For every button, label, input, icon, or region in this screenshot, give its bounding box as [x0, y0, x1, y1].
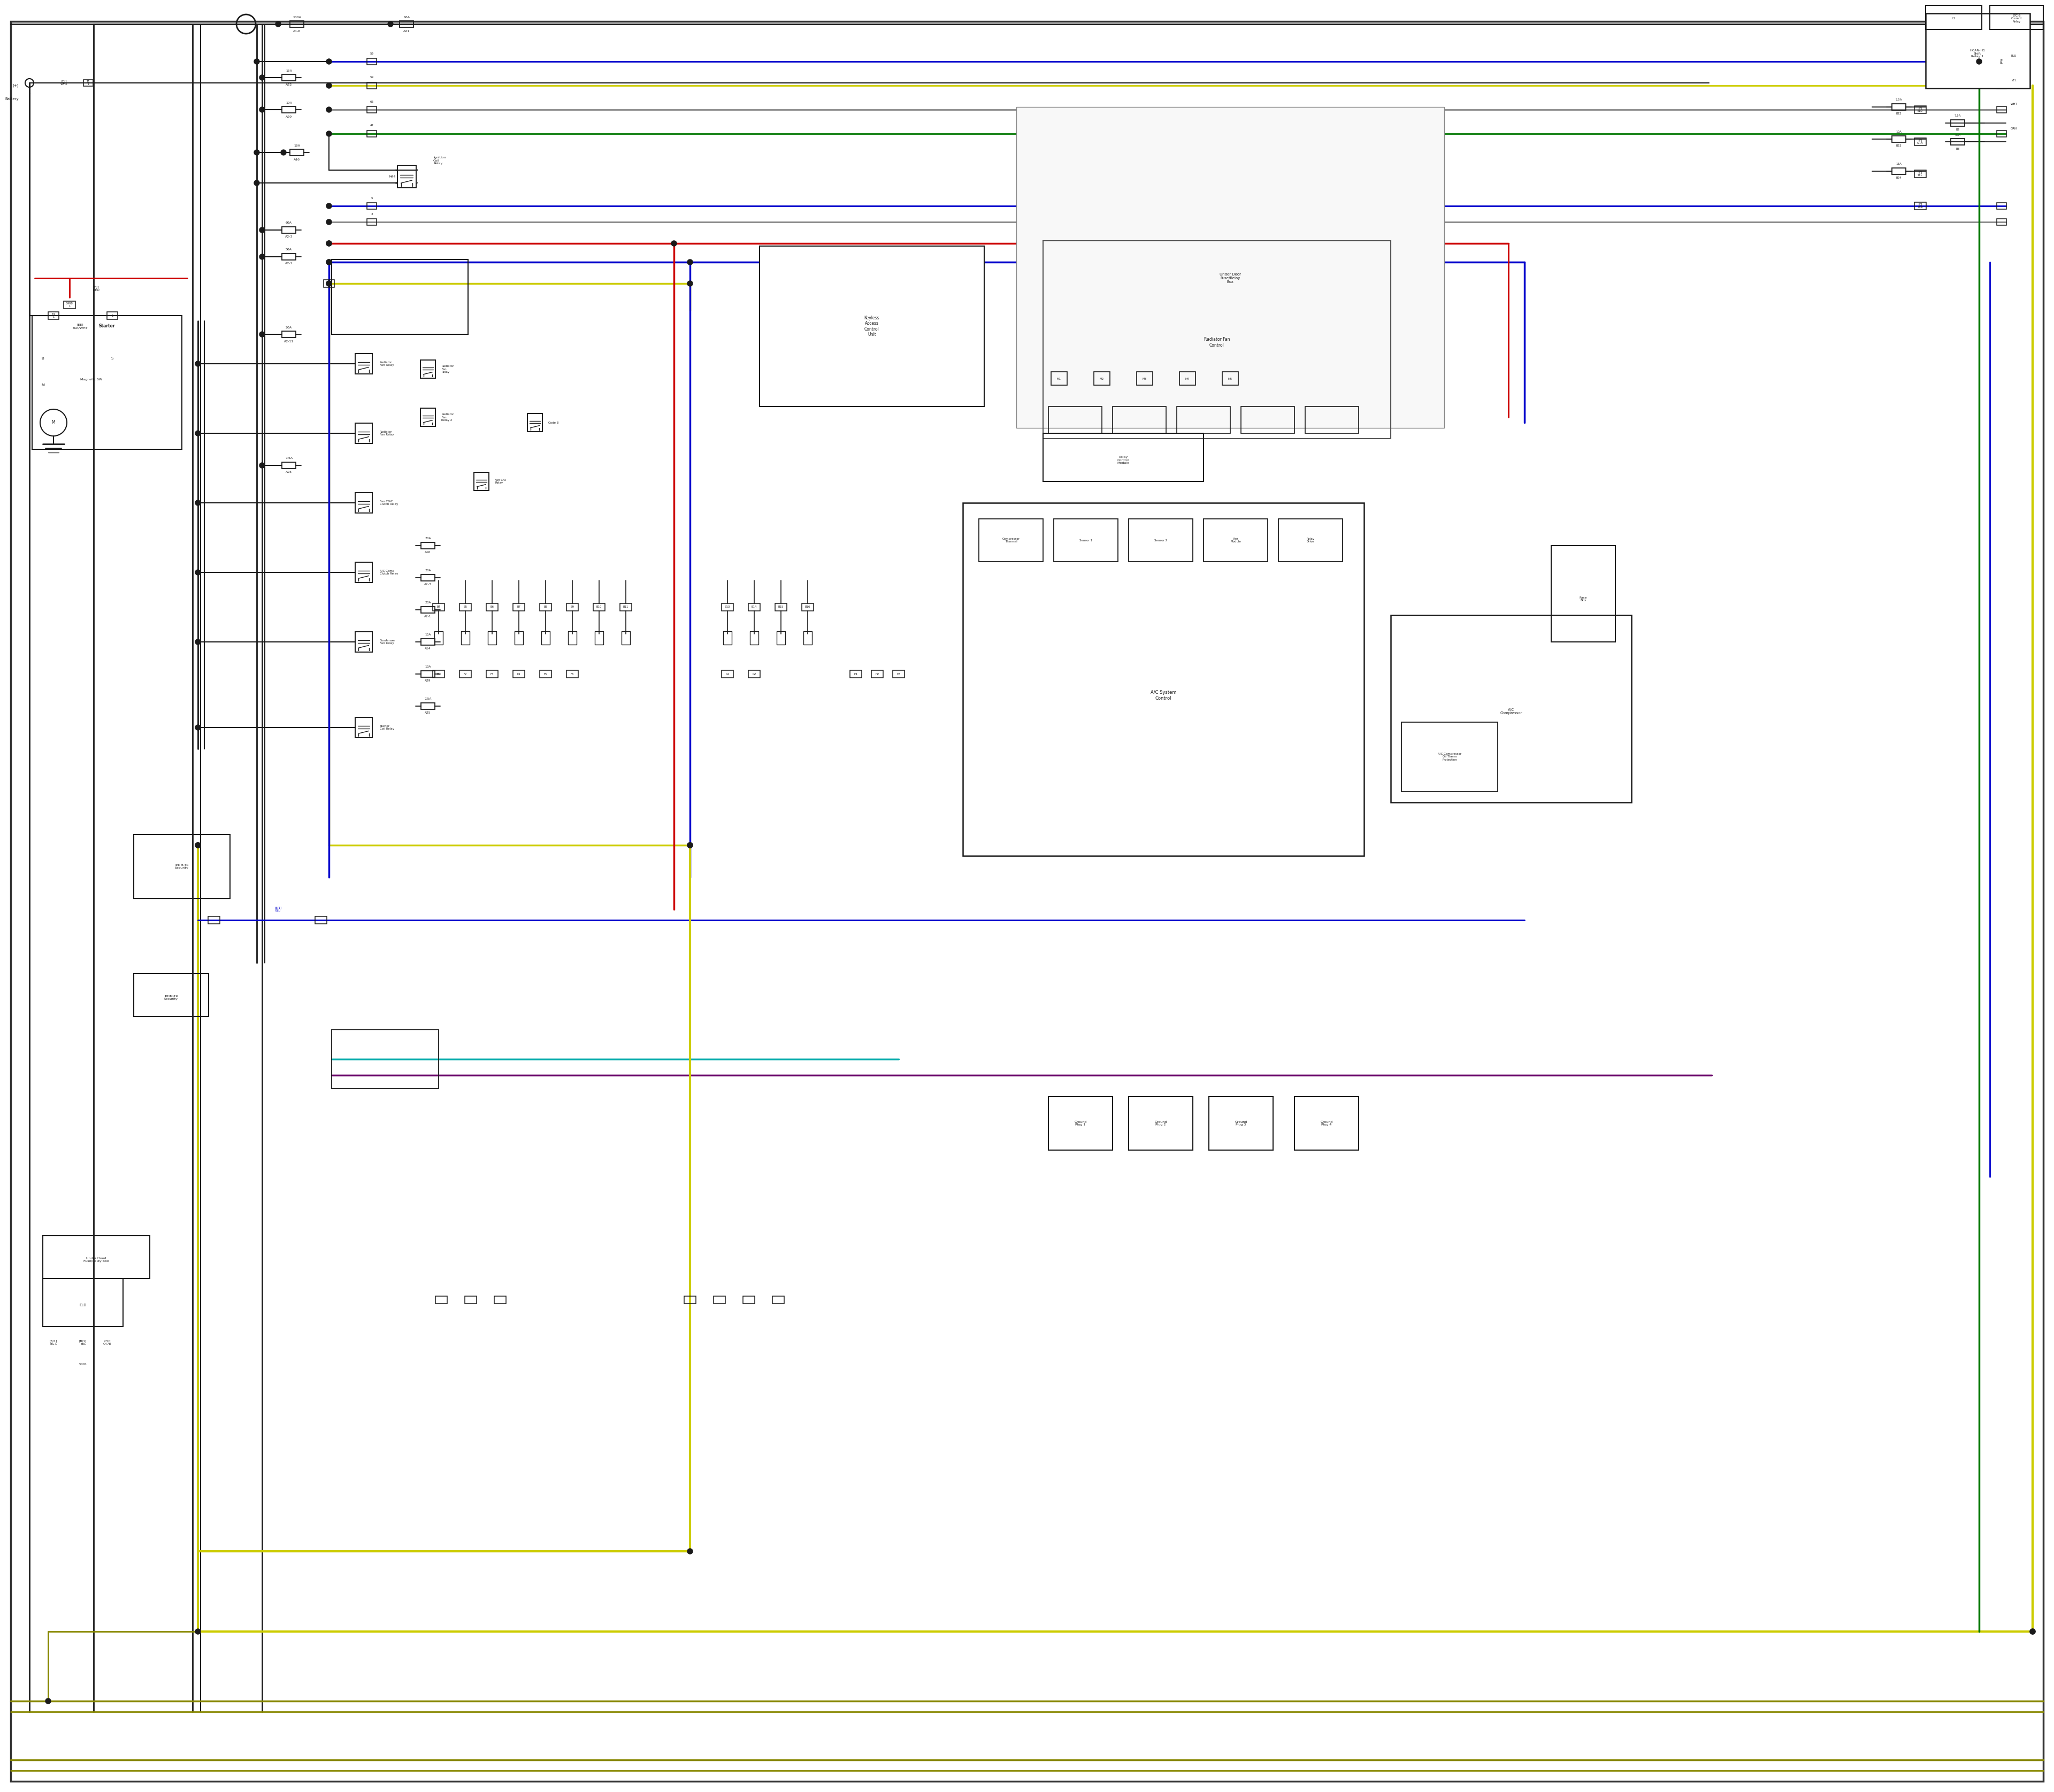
Text: Sensor 1: Sensor 1 — [1080, 539, 1093, 541]
Text: B: B — [41, 357, 43, 360]
Bar — [772, 1296, 785, 1303]
Bar — [1017, 108, 1444, 428]
Bar — [567, 670, 579, 677]
Bar — [1914, 170, 1927, 177]
Bar — [963, 504, 1364, 857]
Text: F1: F1 — [438, 672, 440, 676]
Bar — [355, 563, 372, 582]
Text: IPDM-TR
Security: IPDM-TR Security — [164, 995, 179, 1000]
Circle shape — [195, 842, 201, 848]
Bar — [1222, 371, 1239, 385]
Bar — [1304, 407, 1358, 434]
Text: 7.5A: 7.5A — [286, 457, 292, 461]
Bar — [1996, 202, 2007, 210]
Text: M3: M3 — [1142, 378, 1146, 380]
Bar — [1278, 520, 1343, 561]
Bar — [1391, 615, 1631, 803]
Text: A2-3: A2-3 — [286, 235, 294, 238]
Text: F5: F5 — [544, 672, 546, 676]
Bar — [355, 353, 372, 375]
Text: Sensor 2: Sensor 2 — [1154, 539, 1167, 541]
Circle shape — [327, 260, 331, 265]
Text: Radiator
Fan Relay: Radiator Fan Relay — [380, 360, 394, 367]
Bar — [421, 409, 435, 426]
Text: Radiator
Fan
Relay 2: Radiator Fan Relay 2 — [442, 412, 454, 421]
Circle shape — [255, 59, 259, 65]
Text: B3: B3 — [1955, 147, 1960, 151]
Bar — [542, 631, 550, 645]
Text: 59: 59 — [370, 77, 374, 79]
Text: A25: A25 — [286, 471, 292, 473]
Bar — [290, 22, 304, 27]
Text: A1-6: A1-6 — [294, 30, 300, 32]
Text: YEL: YEL — [2011, 79, 2017, 82]
Text: 30A: 30A — [425, 538, 431, 539]
Bar — [540, 604, 550, 611]
Circle shape — [688, 842, 692, 848]
Text: 20A: 20A — [425, 602, 431, 604]
Bar — [487, 670, 497, 677]
Text: 50A: 50A — [286, 249, 292, 251]
Bar — [64, 301, 76, 308]
Circle shape — [195, 842, 201, 848]
Circle shape — [327, 59, 331, 65]
Circle shape — [327, 82, 331, 88]
Bar — [421, 638, 435, 645]
Bar — [1179, 371, 1195, 385]
Bar — [1048, 1097, 1113, 1150]
Bar — [1996, 219, 2007, 226]
Circle shape — [259, 108, 265, 113]
Text: Condenser
Fan Relay: Condenser Fan Relay — [380, 640, 396, 645]
Bar — [355, 493, 372, 513]
Circle shape — [688, 842, 692, 848]
Bar — [1892, 104, 1906, 109]
Bar — [748, 670, 760, 677]
Bar — [355, 631, 372, 652]
Bar — [368, 82, 376, 90]
Bar — [1927, 5, 1982, 29]
Text: [E
BL: [E BL — [2001, 59, 2003, 65]
Text: [B/1]
BL L: [B/1] BL L — [49, 1340, 58, 1346]
Bar — [489, 631, 497, 645]
Bar — [1401, 722, 1497, 792]
Bar — [1996, 82, 2007, 90]
Text: [E]
GRN: [E] GRN — [1916, 138, 1923, 145]
Text: 66: 66 — [370, 100, 374, 102]
Text: A25: A25 — [425, 711, 431, 715]
Text: B4: B4 — [438, 606, 440, 609]
Text: B16: B16 — [805, 606, 811, 609]
Bar — [421, 702, 435, 710]
Bar — [594, 604, 606, 611]
Bar — [331, 1030, 440, 1088]
Text: 7.5C
C478: 7.5C C478 — [103, 1340, 111, 1346]
Bar — [1136, 371, 1152, 385]
Circle shape — [388, 22, 392, 27]
Text: 20A: 20A — [286, 326, 292, 328]
Text: B7: B7 — [518, 606, 522, 609]
Circle shape — [195, 430, 201, 435]
Bar — [1177, 407, 1230, 434]
Bar — [368, 106, 376, 113]
Text: 60A: 60A — [286, 222, 292, 224]
Text: Ground
Plug 2: Ground Plug 2 — [1154, 1120, 1167, 1125]
Text: B6: B6 — [491, 606, 493, 609]
Text: F6: F6 — [571, 672, 573, 676]
Bar — [774, 604, 787, 611]
Bar — [1043, 434, 1204, 482]
Text: [EJ]
RED: [EJ] RED — [92, 287, 101, 292]
Text: B23: B23 — [1896, 145, 1902, 147]
Bar — [744, 1296, 754, 1303]
Text: B24: B24 — [1896, 177, 1902, 179]
Bar — [1048, 407, 1101, 434]
Text: T4
1: T4 1 — [51, 314, 55, 319]
Bar — [893, 670, 904, 677]
Text: M2: M2 — [1099, 378, 1105, 380]
Bar — [569, 631, 577, 645]
Bar — [1996, 131, 2007, 136]
Circle shape — [688, 281, 692, 287]
Bar — [368, 219, 376, 226]
Text: 30A: 30A — [425, 570, 431, 572]
Bar — [487, 604, 497, 611]
Bar — [433, 670, 444, 677]
Text: A29: A29 — [286, 115, 292, 118]
